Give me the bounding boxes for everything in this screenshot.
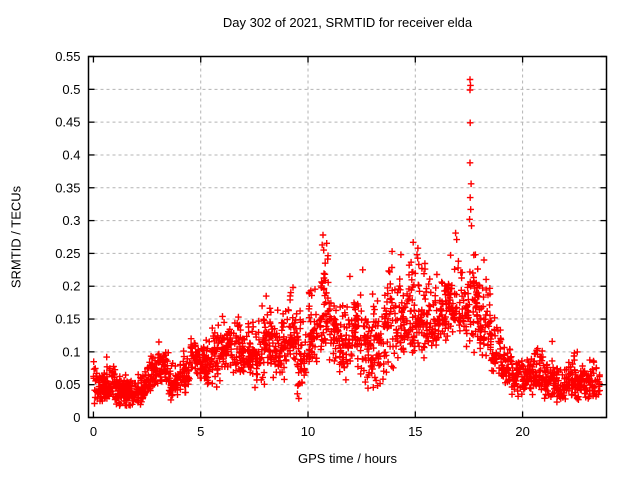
x-tick-label: 20: [515, 424, 529, 439]
x-tick-label: 0: [90, 424, 97, 439]
y-tick-label: 0.25: [55, 246, 80, 261]
x-axis-title: GPS time / hours: [298, 451, 397, 466]
y-tick-label: 0.2: [62, 279, 80, 294]
scatter-points: [90, 76, 603, 409]
x-tick-label: 5: [197, 424, 204, 439]
y-tick-label: 0.1: [62, 344, 80, 359]
plot-border: [87, 55, 608, 419]
y-tick-label: 0.55: [55, 49, 80, 64]
y-tick-label: 0.05: [55, 377, 80, 392]
chart-title: Day 302 of 2021, SRMTID for receiver eld…: [222, 15, 473, 30]
y-tick-label: 0.15: [55, 312, 80, 327]
y-tick-label: 0.5: [62, 82, 80, 97]
y-tick-label: 0.45: [55, 115, 80, 130]
y-tick-label: 0.3: [62, 213, 80, 228]
y-tick-label: 0.4: [62, 147, 80, 162]
x-tick-label: 10: [301, 424, 315, 439]
x-tick-label: 15: [408, 424, 422, 439]
y-tick-label: 0.35: [55, 180, 80, 195]
y-tick-label: 0: [73, 410, 80, 425]
y-axis-title-text: SRMTID / TECUs: [8, 185, 24, 289]
